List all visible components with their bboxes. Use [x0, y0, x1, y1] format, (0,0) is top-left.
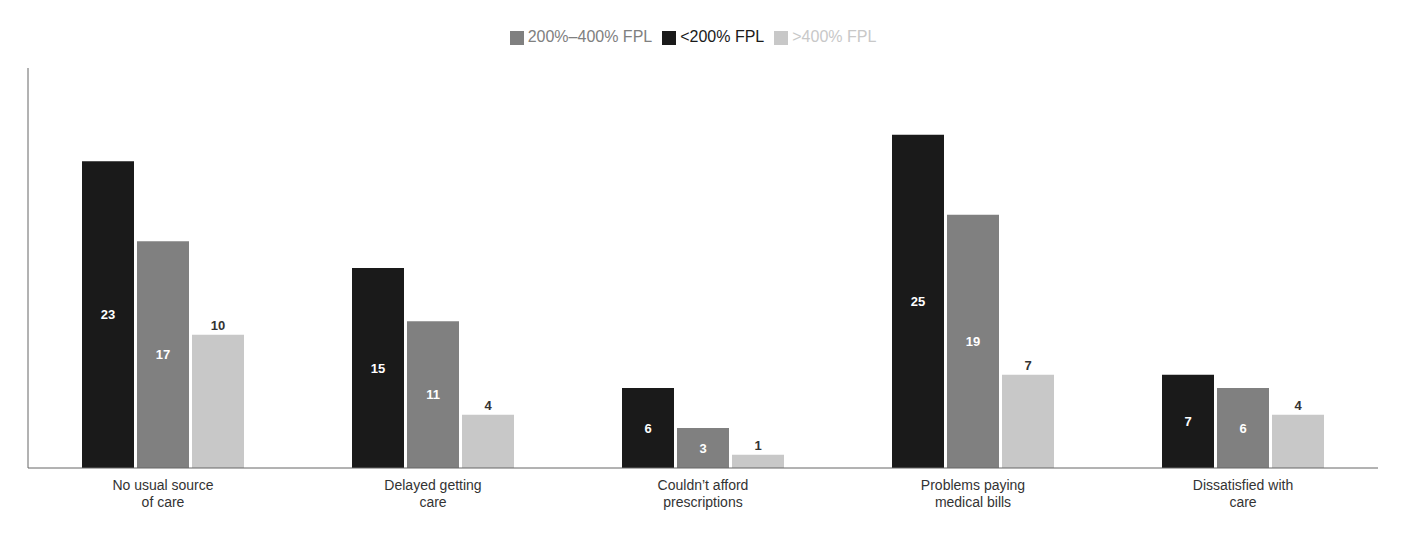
- svg-text:6: 6: [1239, 421, 1246, 436]
- svg-text:Problems payingmedical bills: Problems payingmedical bills: [921, 477, 1025, 510]
- html-text:<200% FPL: <200% FPL: [680, 28, 765, 45]
- svg-text:7: 7: [1184, 414, 1191, 429]
- svg-text:6: 6: [644, 421, 651, 436]
- svg-text:17: 17: [156, 347, 170, 362]
- svg-text:Delayed gettingcare: Delayed gettingcare: [384, 477, 481, 510]
- svg-text:10: 10: [211, 318, 225, 333]
- svg-text:25: 25: [911, 294, 925, 309]
- svg-text:4: 4: [1294, 398, 1302, 413]
- svg-text:15: 15: [371, 361, 385, 376]
- svg-text:No usual sourceof care: No usual sourceof care: [112, 477, 213, 510]
- svg-text:4: 4: [484, 398, 492, 413]
- svg-text:19: 19: [966, 334, 980, 349]
- html-text:>400% FPL: >400% FPL: [792, 28, 877, 45]
- svg-text:11: 11: [426, 387, 440, 402]
- svg-text:1: 1: [754, 438, 761, 453]
- html-text:200%–400% FPL: 200%–400% FPL: [527, 28, 653, 45]
- svg-text:7: 7: [1024, 358, 1031, 373]
- svg-text:Dissatisfied withcare: Dissatisfied withcare: [1193, 477, 1293, 510]
- svg-text:23: 23: [101, 307, 115, 322]
- svg-text:Couldn’t affordprescriptions: Couldn’t affordprescriptions: [658, 477, 749, 510]
- svg-text:3: 3: [699, 441, 706, 456]
